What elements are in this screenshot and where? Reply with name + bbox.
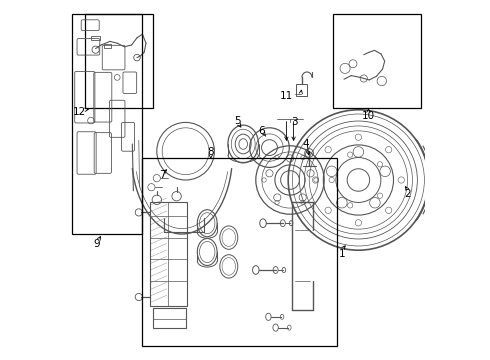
Bar xyxy=(91,36,100,40)
Bar xyxy=(72,14,143,234)
Bar xyxy=(149,202,187,306)
Bar xyxy=(153,308,186,328)
Text: 6: 6 xyxy=(259,126,265,136)
Text: 3: 3 xyxy=(292,117,298,127)
Text: 5: 5 xyxy=(234,116,241,126)
Text: 7: 7 xyxy=(159,170,166,180)
Text: 2: 2 xyxy=(404,189,411,199)
Text: 4: 4 xyxy=(302,139,309,149)
Text: 12: 12 xyxy=(73,107,86,117)
Bar xyxy=(296,84,307,96)
Text: 1: 1 xyxy=(339,249,345,259)
Bar xyxy=(104,44,111,48)
Text: 9: 9 xyxy=(94,239,100,249)
Text: 10: 10 xyxy=(362,111,375,121)
Bar xyxy=(85,14,153,108)
Text: 8: 8 xyxy=(207,147,214,157)
Text: 11: 11 xyxy=(280,91,293,101)
Bar xyxy=(333,14,421,108)
Bar xyxy=(143,158,337,346)
